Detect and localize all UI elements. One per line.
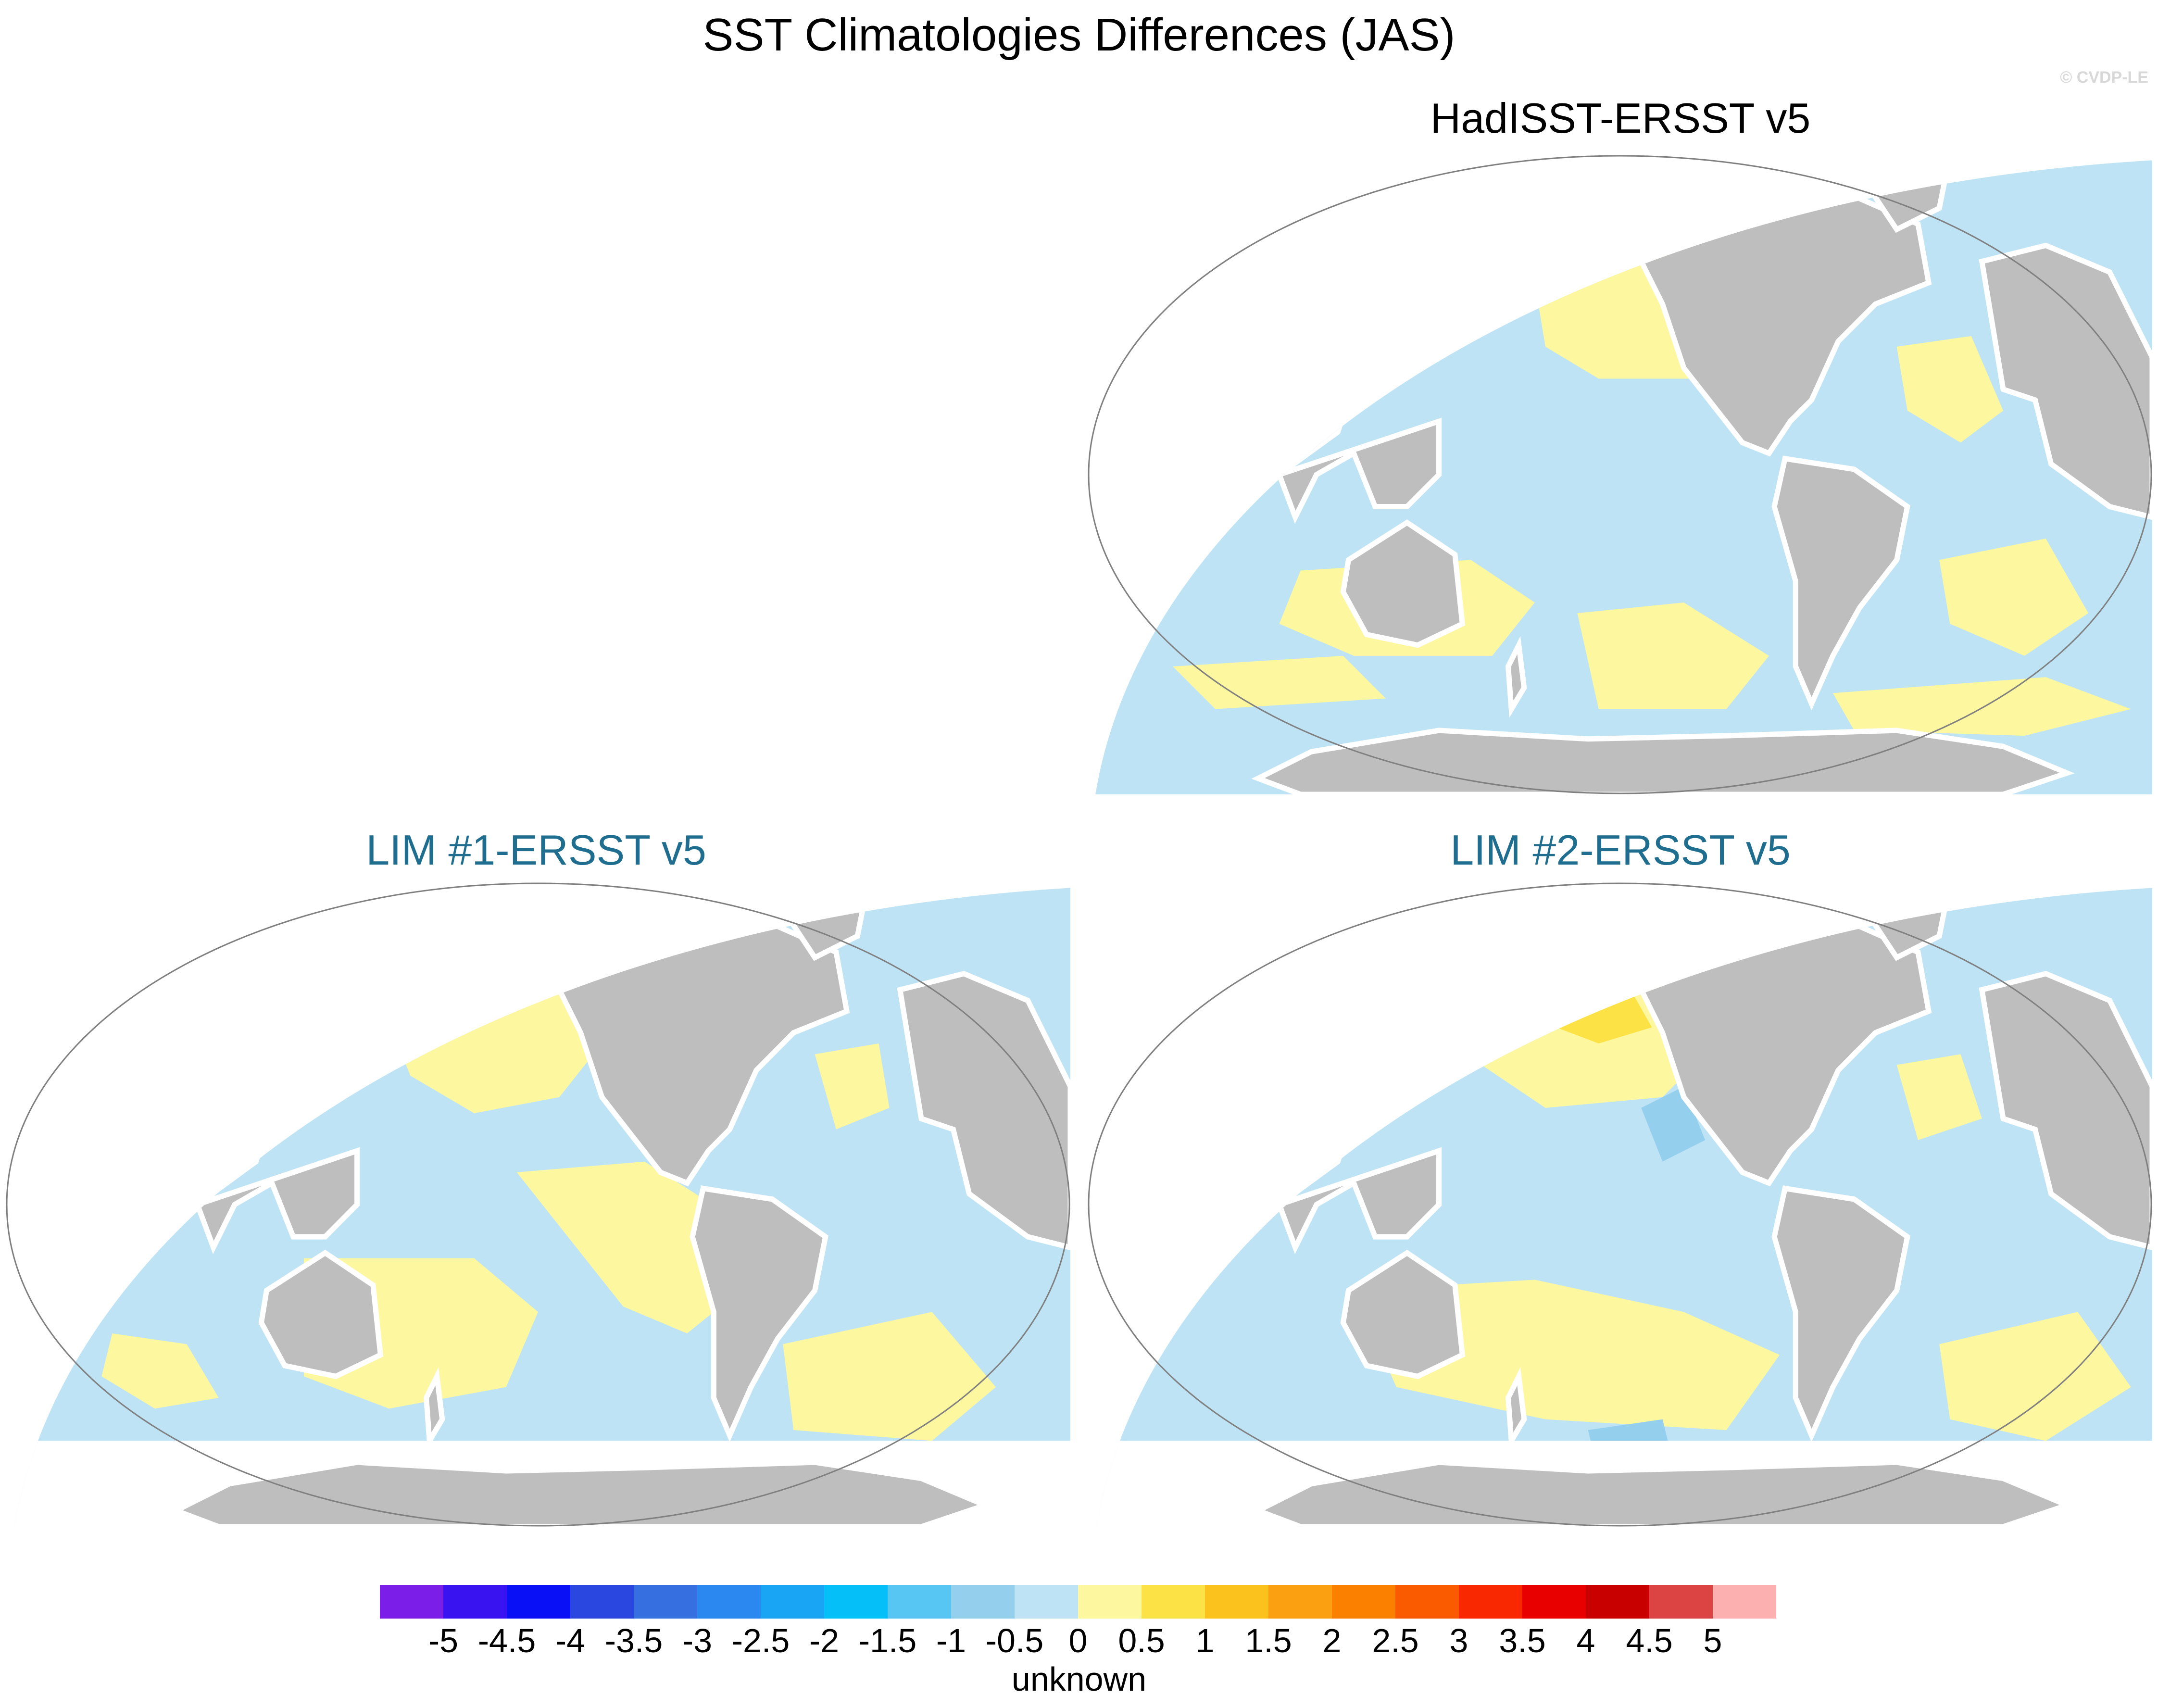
colorbar-swatch: [1142, 1585, 1205, 1619]
panel-title-hadisst: HadISST-ERSST v5: [1430, 94, 1811, 142]
colorbar-tick-label: -3: [682, 1622, 713, 1659]
colorbar-tick-label: -3.5: [604, 1622, 663, 1659]
map-hadisst: [1088, 155, 2155, 797]
land-australia: [1340, 519, 1466, 648]
anomaly-patch: [1832, 677, 2131, 736]
anomaly-patch: [1577, 603, 1769, 709]
anomaly-patch: [783, 1312, 996, 1441]
panel-title-lim2: LIM #2-ERSST v5: [1450, 826, 1791, 874]
colorbar-tick-label: 4.5: [1626, 1622, 1673, 1659]
colorbar-tick-label: 2: [1322, 1622, 1342, 1659]
colorbar-swatch: [824, 1585, 888, 1619]
colorbar-swatch: [380, 1585, 443, 1619]
anomaly-patch: [516, 1161, 740, 1333]
colorbar-tick-label: -5: [428, 1622, 459, 1659]
colorbar-swatch: [1649, 1585, 1713, 1619]
colorbar-ticks: -5 -4.5 -4 -3.5 -3 -2.5 -2 -1.5 -1 -0.5 0 0.5 1 1.5 2 2…: [0, 1620, 2158, 1664]
anomaly-patch: [1896, 1054, 1982, 1140]
colorbar-tick-label: 0.5: [1118, 1622, 1165, 1659]
map-lim1: [6, 882, 1073, 1530]
anomaly-patch: [1896, 336, 2004, 443]
colorbar-tick-label: 3: [1449, 1622, 1468, 1659]
land-antarctica: [169, 1459, 993, 1530]
land-india-seasia: [1276, 417, 1442, 524]
land-antarctica: [1251, 1459, 2075, 1530]
colorbar-swatch: [761, 1585, 824, 1619]
colorbar-tick-label: 5: [1703, 1622, 1722, 1659]
land-new-zealand: [1505, 1367, 1527, 1450]
land-australia: [258, 1249, 384, 1380]
colorbar-tick-label: 3.5: [1499, 1622, 1546, 1659]
map-border: [1088, 882, 2152, 1527]
colorbar-swatch: [1713, 1585, 1776, 1619]
colorbar-tick-label: 0: [1068, 1622, 1088, 1659]
colorbar-swatch: [1015, 1585, 1078, 1619]
land-south-america: [690, 1185, 828, 1443]
colorbar-swatch: [634, 1585, 697, 1619]
anomaly-patch: [101, 1333, 219, 1409]
land-africa-east: [1979, 242, 2155, 521]
colorbar-swatch: [1332, 1585, 1395, 1619]
credit-watermark: © CVDP-LE: [2060, 68, 2148, 87]
anomaly-patch: [1939, 539, 2089, 656]
colorbar-tick-label: 1: [1195, 1622, 1215, 1659]
map-lim2: [1088, 882, 2155, 1530]
colorbar-tick-label: -4: [555, 1622, 586, 1659]
anomaly-patch: [1258, 160, 1546, 198]
colorbar-tick-label: -2: [809, 1622, 840, 1659]
land-africa: [1090, 287, 1123, 416]
colorbar-swatch: [570, 1585, 634, 1619]
panel-title-lim1: LIM #1-ERSST v5: [366, 826, 706, 874]
land-australia: [1340, 1249, 1466, 1380]
land-antarctica: [1251, 728, 2075, 797]
anomaly-patch: [815, 1043, 890, 1130]
land-africa: [1090, 1016, 1123, 1146]
anomaly-patch: [1939, 1312, 2131, 1441]
colorbar-tick-label: -0.5: [985, 1622, 1044, 1659]
colorbar-swatch: [951, 1585, 1015, 1619]
colorbar-tick-label: 4: [1576, 1622, 1595, 1659]
land-india-seasia: [194, 1147, 360, 1255]
colorbar-swatch: [443, 1585, 507, 1619]
land-new-zealand: [423, 1367, 445, 1450]
colorbar-tick-label: -2.5: [731, 1622, 790, 1659]
colorbar-swatch: [507, 1585, 570, 1619]
land-africa: [8, 1016, 41, 1146]
colorbar-units-label: unknown: [1011, 1660, 1147, 1698]
colorbar-swatch: [1522, 1585, 1586, 1619]
anomaly-patch: [1173, 655, 1386, 709]
colorbar-swatch: [1395, 1585, 1459, 1619]
colorbar-swatch: [1078, 1585, 1142, 1619]
colorbar-swatch: [1459, 1585, 1522, 1619]
colorbar-tick-label: 1.5: [1245, 1622, 1292, 1659]
colorbar-tick-label: -1: [936, 1622, 966, 1659]
map-border: [1088, 155, 2152, 794]
colorbar-swatch: [1205, 1585, 1268, 1619]
figure-title: SST Climatologies Differences (JAS): [703, 9, 1455, 61]
colorbar: [380, 1585, 1776, 1619]
colorbar-swatch: [697, 1585, 761, 1619]
colorbar-tick-label: -1.5: [858, 1622, 917, 1659]
land-south-america: [1771, 455, 1910, 711]
land-india-seasia: [1276, 1147, 1442, 1255]
colorbar-swatch: [888, 1585, 951, 1619]
colorbar-tick-label: -4.5: [477, 1622, 536, 1659]
colorbar-tick-label: 2.5: [1372, 1622, 1419, 1659]
land-africa-east: [1979, 970, 2155, 1251]
land-south-america: [1771, 1185, 1910, 1443]
land-new-zealand: [1505, 636, 1527, 718]
map-border: [6, 882, 1070, 1527]
colorbar-swatch: [1586, 1585, 1649, 1619]
colorbar-swatch: [1268, 1585, 1332, 1619]
land-africa-east: [897, 970, 1073, 1251]
